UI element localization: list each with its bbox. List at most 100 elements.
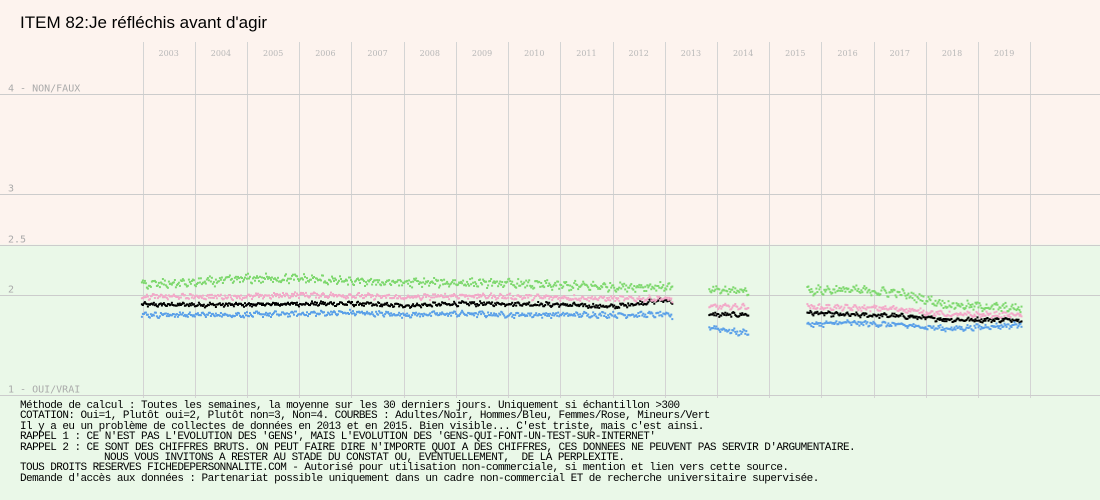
point-hommes-566	[743, 329, 746, 332]
point-hommes-104	[245, 314, 247, 317]
point-mineurs-451	[592, 280, 595, 283]
point-hommes-338	[479, 310, 482, 313]
point-hommes-342	[483, 312, 486, 315]
point-mineurs-397	[538, 280, 541, 283]
point-femmes-415	[556, 295, 559, 298]
point-hommes-638	[873, 321, 876, 324]
point-adultes-27	[167, 303, 170, 306]
point-hommes-653	[888, 325, 891, 328]
point-mineurs-175	[316, 277, 318, 280]
point-hommes-720	[955, 325, 958, 328]
point-adultes-421	[562, 302, 565, 305]
point-mineurs-768	[1003, 306, 1006, 309]
point-femmes-623	[858, 306, 861, 309]
point-mineurs-446	[587, 286, 590, 289]
point-adultes-667	[902, 315, 905, 318]
point-hommes-242	[383, 315, 386, 318]
point-mineurs-421	[562, 285, 565, 288]
point-femmes-515	[656, 295, 659, 298]
point-hommes-513	[654, 316, 657, 319]
point-adultes-114	[255, 304, 257, 307]
point-adultes-500	[641, 301, 644, 304]
point-mineurs-144	[285, 273, 287, 276]
point-hommes-394	[535, 312, 538, 315]
point-mineurs-41	[181, 278, 184, 281]
point-adultes-2	[142, 302, 145, 305]
point-adultes-153	[294, 302, 296, 305]
point-femmes-214	[355, 296, 357, 299]
point-hommes-125	[266, 314, 268, 317]
point-hommes-208	[349, 308, 351, 311]
point-hommes-782	[1017, 325, 1020, 328]
point-adultes-662	[897, 315, 900, 318]
point-mineurs-143	[284, 274, 286, 277]
point-hommes-405	[546, 314, 549, 317]
point-femmes-767	[1002, 311, 1005, 314]
point-mineurs-169	[310, 278, 312, 281]
point-adultes-65	[205, 304, 208, 307]
point-femmes-340	[481, 294, 484, 297]
point-hommes-126	[267, 312, 269, 315]
point-hommes-553	[730, 331, 733, 334]
point-femmes-307	[448, 298, 451, 301]
point-adultes-350	[491, 301, 494, 304]
point-hommes-349	[490, 312, 493, 315]
point-hommes-531	[708, 326, 711, 329]
point-hommes-485	[626, 316, 629, 319]
point-adultes-338	[479, 300, 482, 303]
note-invite: NOUS VOUS INVITONS A RESTER AU STADE DU …	[104, 452, 625, 465]
point-hommes-752	[987, 326, 990, 329]
point-femmes-233	[374, 298, 377, 301]
point-mineurs-218	[359, 282, 361, 284]
point-hommes-770	[1005, 325, 1008, 328]
point-hommes-270	[411, 314, 414, 317]
point-mineurs-401	[542, 284, 545, 287]
point-femmes-303	[444, 292, 447, 295]
point-adultes-546	[723, 313, 726, 316]
point-adultes-260	[401, 304, 404, 307]
point-femmes-589	[824, 307, 827, 310]
point-adultes-238	[379, 305, 382, 308]
point-adultes-408	[549, 304, 552, 307]
point-hommes-587	[822, 326, 825, 328]
point-mineurs-478	[619, 281, 622, 284]
point-mineurs-55	[195, 283, 198, 285]
point-femmes-41	[181, 292, 184, 295]
point-adultes-496	[637, 302, 640, 305]
point-mineurs-414	[555, 284, 558, 287]
point-mineurs-102	[243, 278, 245, 281]
point-mineurs-358	[499, 280, 502, 283]
point-hommes-166	[307, 315, 309, 318]
year-label-2016: 2016	[837, 49, 857, 58]
point-hommes-313	[454, 310, 457, 313]
point-adultes-488	[629, 304, 632, 307]
point-adultes-454	[595, 304, 598, 307]
point-mineurs-94	[235, 275, 237, 278]
point-adultes-707	[942, 318, 945, 320]
point-femmes-438	[579, 299, 582, 302]
point-hommes-145	[286, 312, 288, 315]
point-adultes-570	[747, 314, 750, 317]
point-mineurs-332	[473, 285, 476, 287]
point-mineurs-179	[320, 279, 322, 282]
point-adultes-62	[202, 303, 205, 306]
point-adultes-752	[987, 319, 990, 322]
point-hommes-785	[1020, 325, 1023, 328]
point-mineurs-16	[156, 284, 159, 287]
point-adultes-642	[877, 313, 880, 316]
point-femmes-752	[987, 314, 990, 317]
point-femmes-116	[257, 292, 259, 295]
point-hommes-267	[408, 314, 411, 317]
point-femmes-698	[933, 312, 936, 315]
point-mineurs-120	[261, 276, 263, 279]
point-mineurs-706	[941, 299, 944, 302]
point-adultes-148	[289, 303, 291, 306]
point-adultes-163	[304, 303, 306, 306]
point-hommes-422	[563, 314, 566, 317]
point-mineurs-516	[657, 285, 660, 287]
point-adultes-781	[1016, 320, 1019, 323]
point-adultes-604	[839, 312, 842, 315]
point-adultes-461	[602, 304, 605, 307]
point-femmes-507	[648, 294, 651, 297]
point-adultes-543	[720, 314, 723, 317]
